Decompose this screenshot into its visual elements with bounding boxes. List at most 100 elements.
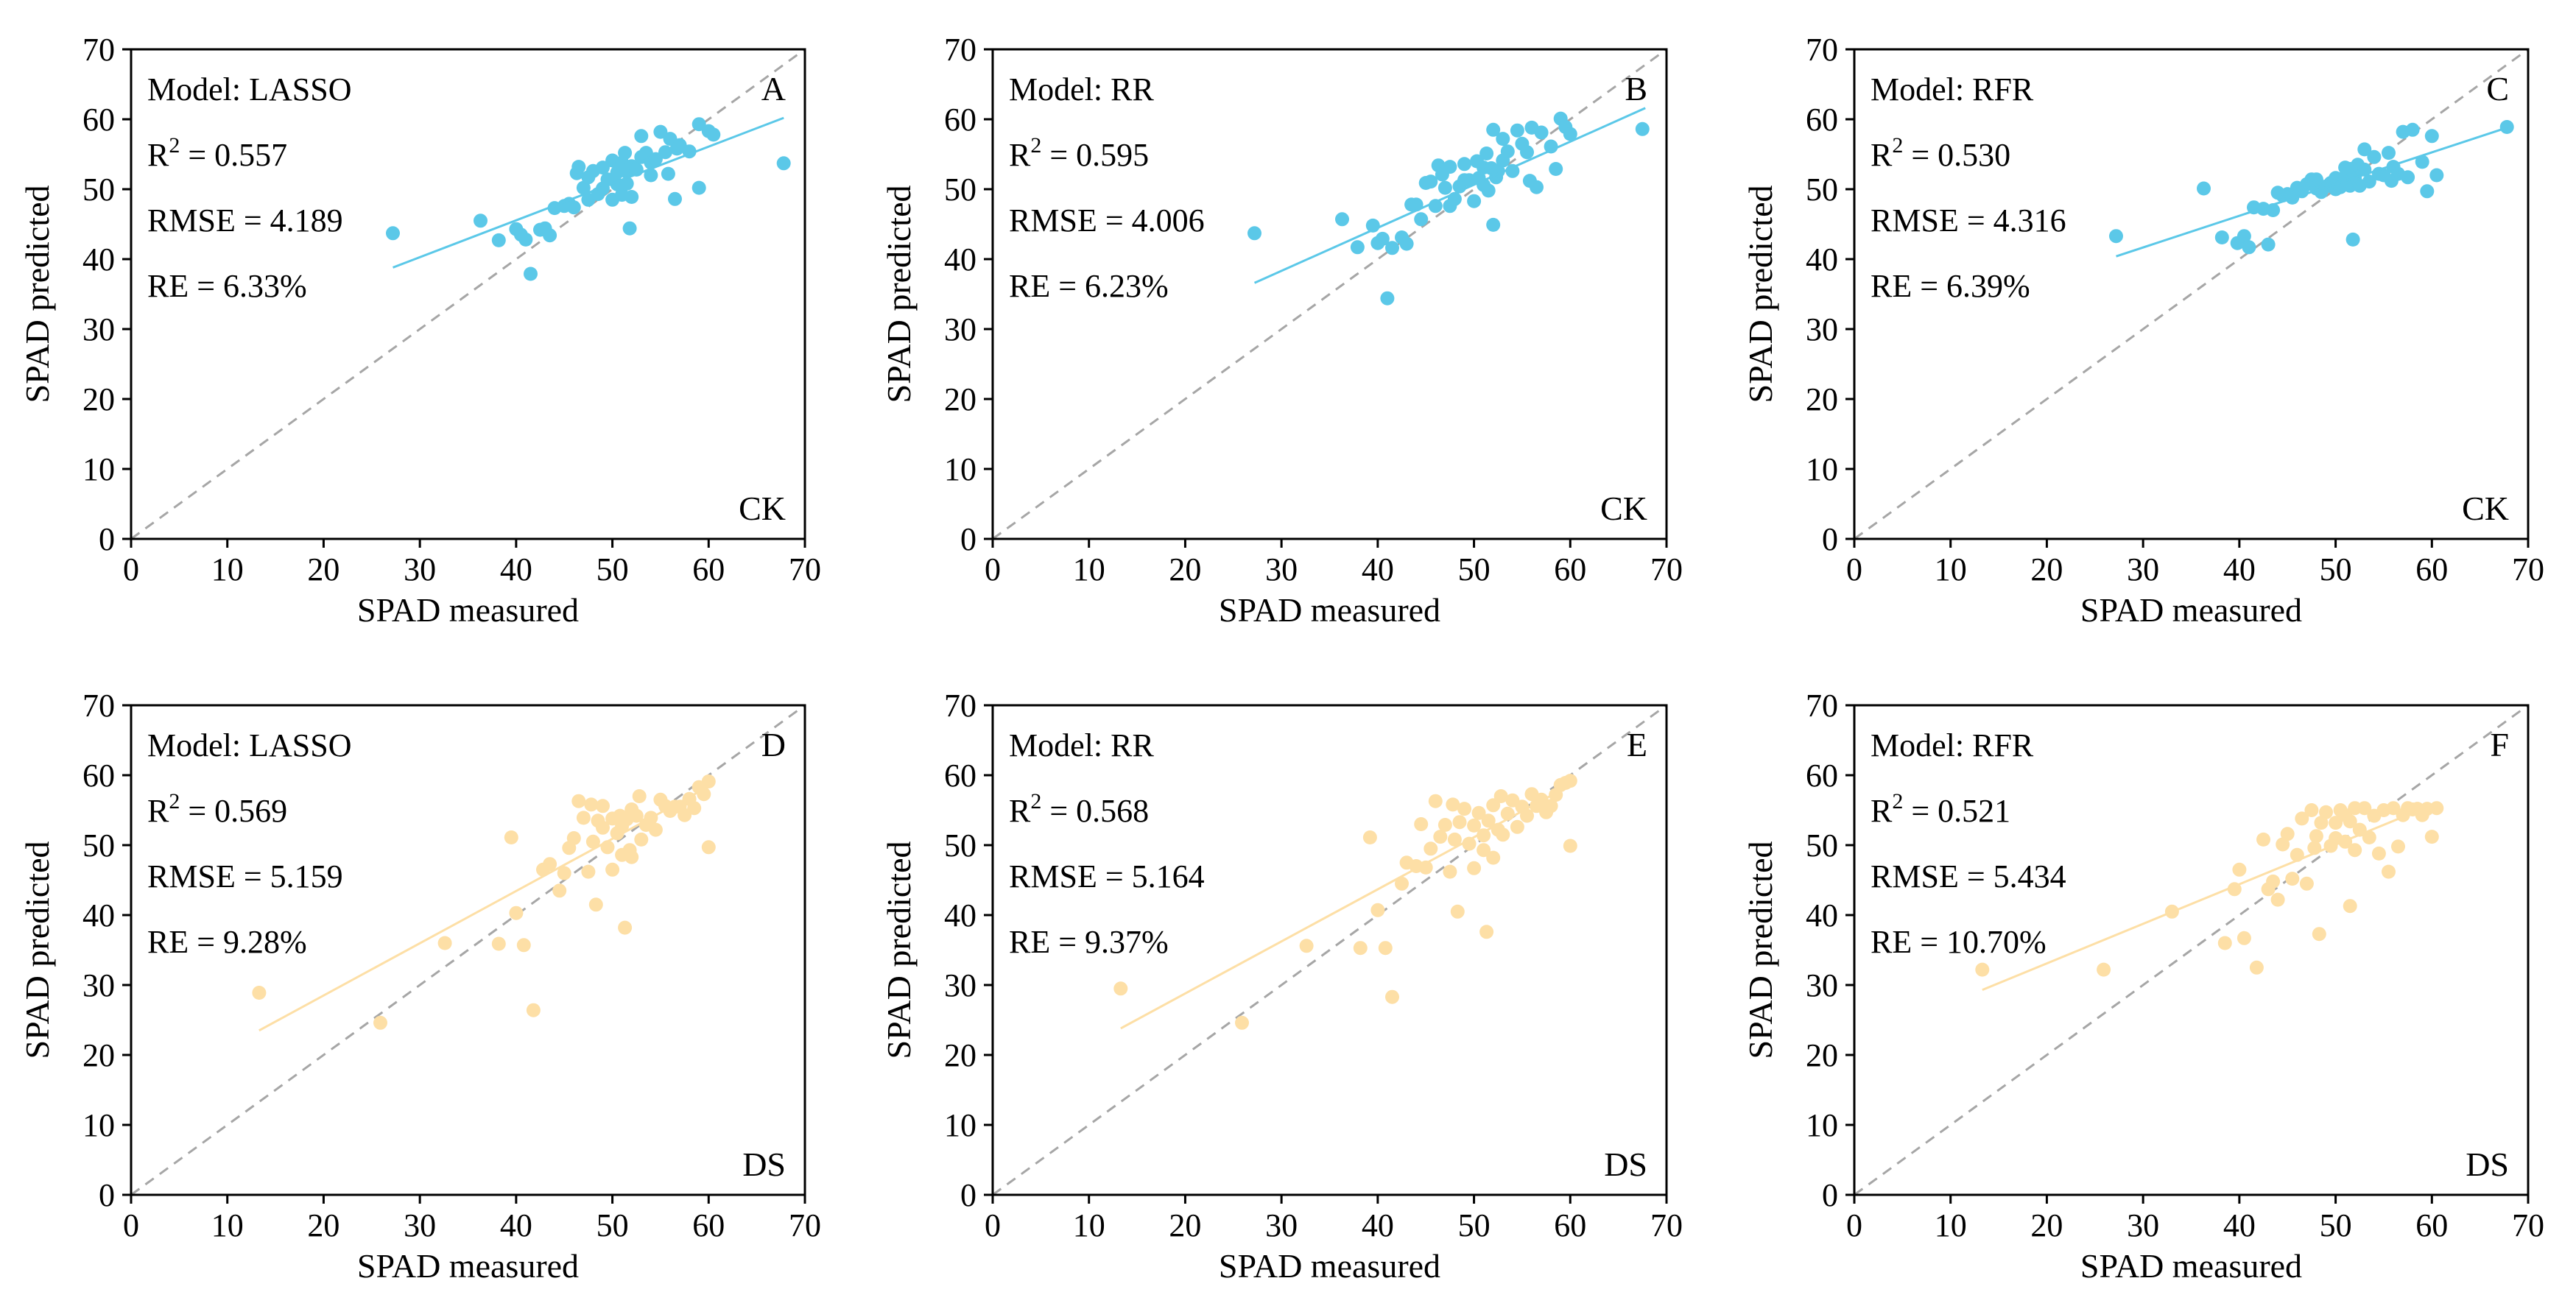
data-point (2309, 172, 2323, 187)
data-point (2424, 129, 2439, 144)
x-axis-label: SPAD measured (1219, 1247, 1440, 1285)
y-axis-label: SPAD predicted (18, 185, 56, 403)
data-point (2097, 962, 2111, 977)
data-point (2391, 839, 2405, 854)
data-point (1370, 903, 1385, 917)
data-point (2276, 837, 2290, 852)
y-tick-label: 40 (944, 241, 976, 278)
y-tick-label: 70 (1806, 32, 1838, 68)
data-point (624, 190, 639, 204)
y-tick-label: 70 (82, 32, 115, 68)
x-tick-label: 60 (2415, 1207, 2448, 1243)
y-tick-label: 20 (1806, 381, 1838, 417)
data-point (1496, 132, 1510, 147)
x-tick-label: 10 (1935, 551, 1967, 587)
data-point (437, 936, 452, 950)
plot-frame (1853, 48, 2530, 540)
data-point (668, 191, 682, 206)
x-tick-label: 0 (1846, 551, 1862, 587)
y-tick-label: 0 (1822, 521, 1838, 557)
data-point (1385, 241, 1399, 255)
y-tick-label: 40 (944, 897, 976, 933)
x-tick-label: 30 (1265, 551, 1298, 587)
y-axis-label: SPAD predicted (18, 841, 56, 1059)
data-point (661, 166, 675, 181)
data-point (618, 146, 633, 160)
y-tick-label: 30 (1806, 967, 1838, 1003)
r2-symbol: R (1871, 793, 1893, 829)
one-to-one-line (992, 48, 1667, 540)
data-point (571, 160, 586, 174)
r2-value: = 0.557 (180, 137, 287, 173)
x-tick-label: 70 (1650, 551, 1683, 587)
data-point (516, 938, 531, 953)
data-point (1486, 850, 1501, 865)
r2-label: R2 = 0.595 (1009, 133, 1149, 173)
y-tick-label: 60 (944, 102, 976, 138)
y-tick-label: 10 (1806, 451, 1838, 487)
data-point (584, 797, 599, 812)
panel-f: 00 10 10 20 20 30 30 40 40 50 50 60 60 70 70 SPAD measu… (1742, 688, 2544, 1285)
data-point (1447, 832, 1462, 847)
data-point (701, 840, 716, 855)
data-point (1481, 813, 1496, 828)
plot-frame (991, 48, 1668, 540)
data-point (1462, 836, 1477, 851)
y-tick-label: 40 (82, 897, 115, 933)
data-point (2420, 184, 2435, 199)
data-point (1510, 819, 1524, 834)
data-point (776, 156, 791, 171)
data-point (566, 200, 581, 215)
x-tick-label: 0 (985, 551, 1001, 587)
data-point (701, 774, 716, 788)
y-tick-label: 20 (82, 1037, 115, 1073)
data-point (2382, 864, 2396, 879)
data-point (1486, 122, 1501, 137)
regression-line (393, 116, 784, 269)
data-point (2362, 830, 2376, 844)
data-point (2299, 876, 2314, 891)
r2-value: = 0.568 (1041, 793, 1149, 829)
x-tick-label: 30 (404, 551, 436, 587)
data-point (1452, 815, 1467, 830)
re-label: RE = 9.28% (147, 924, 307, 960)
y-axis-label: SPAD predicted (880, 841, 918, 1059)
data-point (2109, 229, 2123, 244)
data-point (386, 226, 400, 241)
data-point (1433, 830, 1448, 844)
data-point (543, 857, 557, 872)
data-point (2371, 846, 2386, 861)
data-point (2343, 814, 2357, 829)
data-point (585, 834, 600, 849)
data-point (691, 117, 706, 132)
data-point (2309, 829, 2323, 844)
data-point (1335, 212, 1349, 227)
plot-frame (1853, 704, 2530, 1196)
x-tick-label: 40 (2223, 551, 2256, 587)
r2-value: = 0.530 (1903, 137, 2010, 173)
x-tick-label: 40 (2223, 1207, 2256, 1243)
x-tick-label: 10 (1073, 1207, 1105, 1243)
data-point (1450, 904, 1465, 919)
panel-e: 00 10 10 20 20 30 30 40 40 50 50 60 60 70 70 SPAD measu… (880, 688, 1683, 1285)
data-point (2217, 936, 2232, 950)
data-point (1975, 962, 1990, 977)
regression-line (1253, 107, 1646, 284)
x-tick-label: 70 (789, 1207, 821, 1243)
data-point (1437, 818, 1452, 832)
y-tick-label: 0 (99, 1177, 115, 1213)
y-tick-label: 50 (82, 827, 115, 864)
x-tick-label: 10 (211, 551, 244, 587)
x-tick-label: 70 (1650, 1207, 1683, 1243)
r2-superscript: 2 (1030, 789, 1041, 813)
treatment-label: DS (742, 1146, 786, 1183)
x-tick-label: 20 (307, 551, 339, 587)
data-point (2329, 816, 2343, 830)
panel-letter: A (761, 70, 786, 107)
data-point (2280, 827, 2295, 841)
data-point (1544, 799, 1558, 813)
data-point (576, 811, 591, 825)
data-point (1443, 864, 1457, 879)
panel-letter: E (1627, 726, 1647, 763)
